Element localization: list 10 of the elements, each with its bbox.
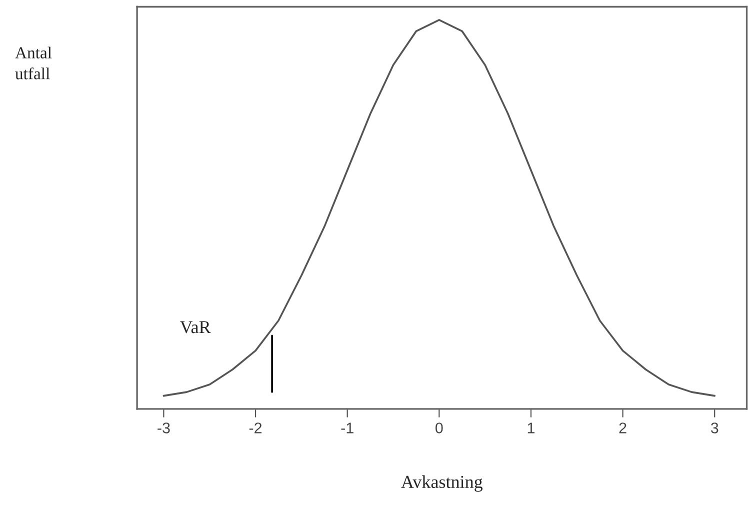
x-tick-label: 1 (528, 422, 534, 434)
x-tick-label: 0 (436, 422, 443, 434)
x-tick-label: -1 (341, 422, 354, 434)
x-tick-label: 3 (710, 422, 718, 434)
x-axis-title: Avkastning (401, 475, 483, 492)
text: Antal utfall (15, 46, 52, 80)
annotation: VaR (180, 321, 211, 334)
x-tick-label: -2 (249, 422, 262, 434)
x-tick-label: 2 (619, 422, 626, 434)
x-tick-label: -3 (158, 422, 170, 434)
